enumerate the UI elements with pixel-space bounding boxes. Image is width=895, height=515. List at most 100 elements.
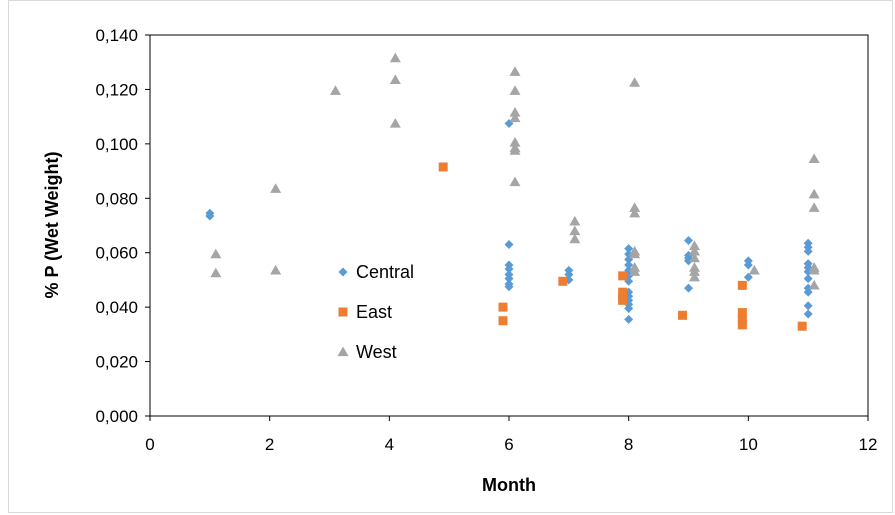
west-point xyxy=(509,85,521,95)
east-point xyxy=(737,314,747,324)
y-tick-label: 0,000 xyxy=(95,407,138,426)
east-point xyxy=(678,310,688,320)
central-point xyxy=(624,260,634,270)
central-point xyxy=(803,246,813,256)
west-point xyxy=(210,248,222,259)
central-point xyxy=(743,272,753,282)
x-axis-ticks: 0 2 4 6 8 10 12 xyxy=(145,416,877,454)
y-tick-label: 0,020 xyxy=(95,353,138,372)
west-point xyxy=(629,266,641,276)
x-tick-label: 12 xyxy=(859,435,878,454)
central-point xyxy=(803,309,813,319)
legend-item-west: West xyxy=(337,342,397,362)
y-tick-label: 0,100 xyxy=(95,135,138,154)
west-point xyxy=(569,233,581,244)
west-point xyxy=(569,225,581,236)
west-point xyxy=(210,267,222,278)
west-point xyxy=(629,77,641,87)
x-axis-title: Month xyxy=(482,475,536,495)
central-point xyxy=(803,287,813,297)
x-tick-label: 2 xyxy=(265,435,274,454)
west-point xyxy=(688,271,700,282)
east-point xyxy=(498,302,508,312)
central-point xyxy=(684,283,693,293)
central-point xyxy=(624,314,634,324)
central-point xyxy=(205,211,215,221)
west-point xyxy=(808,188,820,199)
legend: Central East West xyxy=(337,262,414,362)
central-point xyxy=(504,264,514,274)
east-point xyxy=(438,162,448,172)
west-point xyxy=(270,264,282,275)
central-point xyxy=(504,274,514,284)
west-point xyxy=(629,207,641,218)
central-point xyxy=(803,301,813,311)
legend-marker-central xyxy=(338,267,348,277)
west-point xyxy=(569,215,581,226)
central-point xyxy=(684,256,693,266)
west-point xyxy=(688,266,700,276)
data-points xyxy=(205,52,820,331)
west-point xyxy=(509,176,521,187)
series-east xyxy=(438,162,807,331)
west-point xyxy=(808,279,820,290)
west-point xyxy=(629,248,641,259)
central-point xyxy=(624,304,634,314)
central-point xyxy=(624,244,634,254)
x-tick-label: 10 xyxy=(739,435,758,454)
west-point xyxy=(629,202,641,212)
y-tick-label: 0,140 xyxy=(95,26,138,45)
west-point xyxy=(509,107,521,117)
central-point xyxy=(684,235,693,245)
legend-label: East xyxy=(356,302,392,322)
east-point xyxy=(558,276,568,286)
central-point xyxy=(803,274,813,284)
y-tick-label: 0,060 xyxy=(95,244,138,263)
central-point xyxy=(743,260,753,270)
x-tick-label: 0 xyxy=(145,435,154,454)
west-point xyxy=(389,74,401,85)
west-point xyxy=(808,153,820,163)
east-point xyxy=(737,280,747,290)
x-tick-label: 4 xyxy=(385,435,394,454)
east-point xyxy=(737,320,747,330)
west-point xyxy=(270,183,282,193)
y-axis-title: % P (Wet Weight) xyxy=(42,151,62,298)
y-tick-label: 0,040 xyxy=(95,298,138,317)
y-tick-label: 0,080 xyxy=(95,189,138,208)
east-point xyxy=(797,321,807,331)
west-point xyxy=(808,264,820,275)
west-point xyxy=(688,245,700,256)
x-tick-label: 6 xyxy=(504,435,513,454)
west-point xyxy=(808,202,820,212)
legend-marker-east xyxy=(338,307,348,317)
east-point xyxy=(618,287,628,297)
legend-marker-west xyxy=(337,346,349,357)
central-point xyxy=(504,282,514,292)
legend-item-east: East xyxy=(338,302,392,322)
west-point xyxy=(389,117,401,128)
central-point xyxy=(504,240,514,250)
west-point xyxy=(509,145,521,155)
x-tick-label: 8 xyxy=(624,435,633,454)
west-point xyxy=(688,240,700,251)
legend-label: West xyxy=(356,342,397,362)
east-point xyxy=(618,271,628,281)
plot-area xyxy=(149,34,869,417)
central-point xyxy=(624,249,634,259)
series-west xyxy=(210,52,820,290)
west-point xyxy=(509,112,521,123)
west-point xyxy=(389,52,401,63)
legend-label: Central xyxy=(356,262,414,282)
west-point xyxy=(509,66,521,76)
east-point xyxy=(737,308,747,318)
y-tick-label: 0,120 xyxy=(95,80,138,99)
central-point xyxy=(564,269,574,279)
west-point xyxy=(329,85,341,95)
west-point xyxy=(748,264,760,275)
west-point xyxy=(688,252,700,263)
legend-item-central: Central xyxy=(338,262,414,282)
east-point xyxy=(618,295,628,305)
y-axis-ticks: 0,000 0,020 0,040 0,060 0,080 0,100 0,120 0,140 xyxy=(95,26,150,426)
